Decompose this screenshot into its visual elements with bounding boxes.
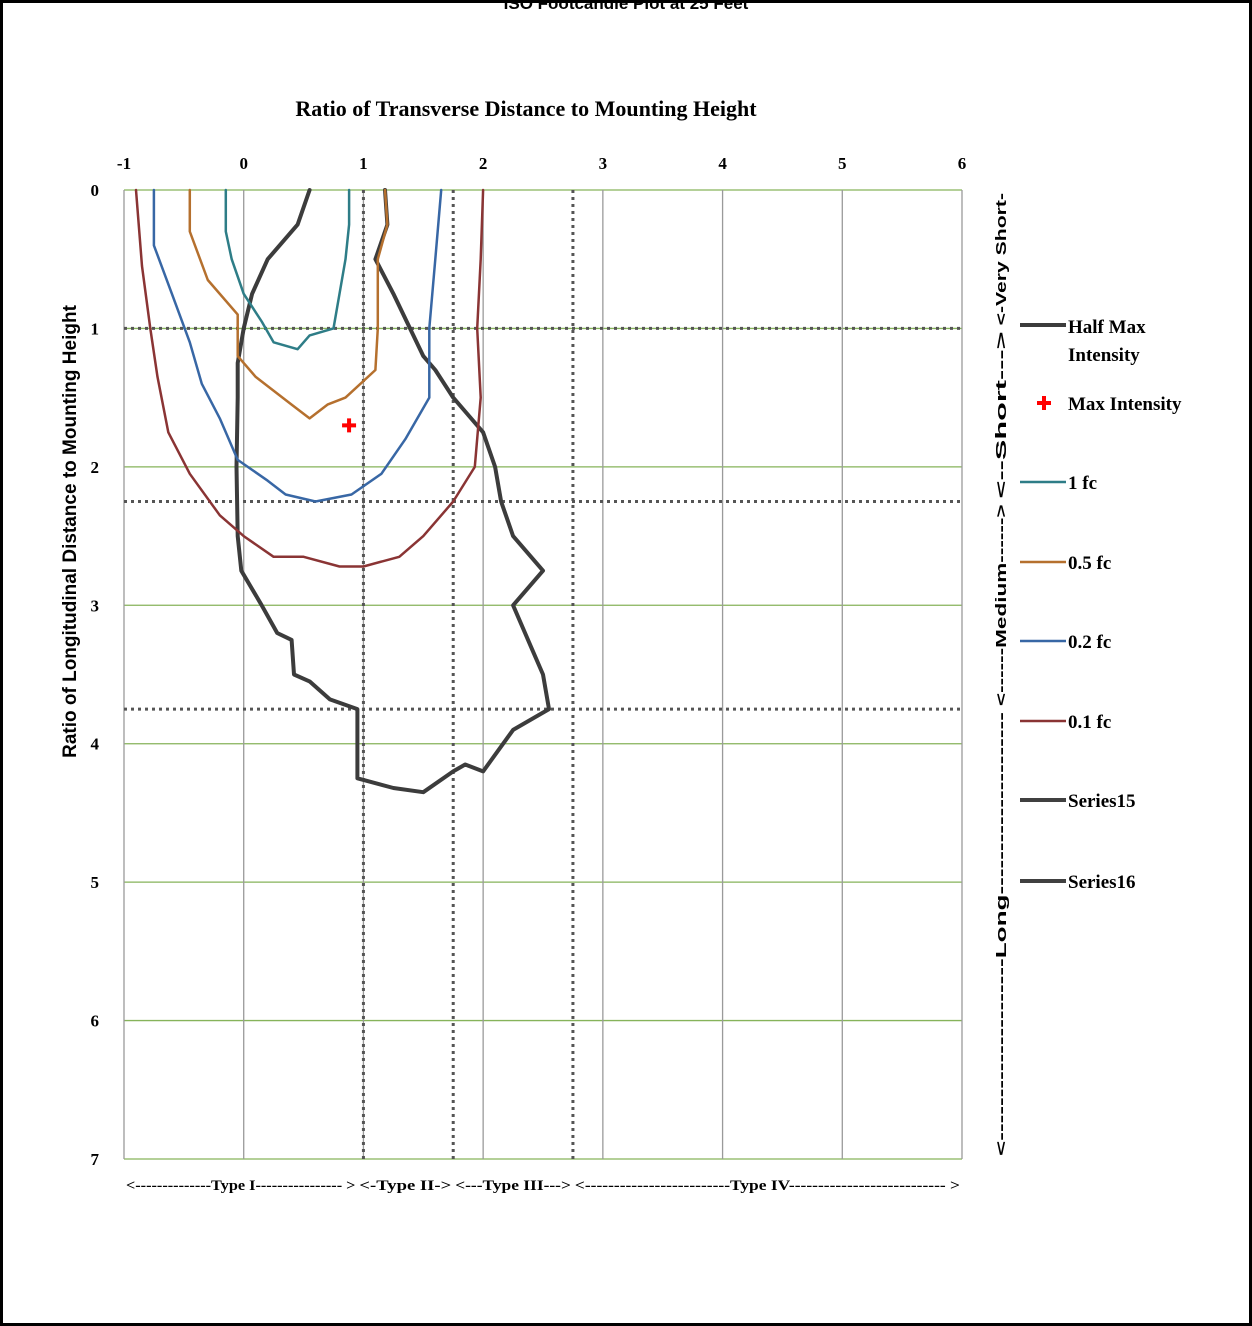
y-tick-label: 5 <box>91 873 100 892</box>
range-label: <------Medium------> <box>993 504 1010 706</box>
y-tick-label: 2 <box>91 458 100 477</box>
window-title: ISO Footcandle Plot at 25 Feet <box>504 0 749 13</box>
legend-label: Series15 <box>1068 791 1136 812</box>
series-line-fc01 <box>134 188 485 568</box>
y-tick-label: 4 <box>91 735 100 754</box>
y-tick-label: 0 <box>91 181 100 200</box>
type-label: <-Type II-> <box>359 1178 451 1194</box>
series-line-fc1 <box>224 188 351 351</box>
x-tick-label: -1 <box>117 154 131 173</box>
series-line-fc02 <box>152 188 443 503</box>
y-tick-label: 7 <box>91 1150 100 1169</box>
series-line-fc05 <box>188 188 389 420</box>
range-label: <---------------------Long--------------… <box>993 712 1010 1156</box>
series-line-half-max <box>234 188 551 795</box>
legend-label: Max Intensity <box>1068 394 1182 415</box>
type-label: <---Type III---> <box>455 1178 571 1194</box>
legend-label: Half Max Intensity <box>1068 317 1146 366</box>
x-tick-label: 4 <box>718 154 727 173</box>
x-tick-label: 1 <box>359 154 368 173</box>
y-tick-label: 6 <box>91 1012 100 1031</box>
legend-marker-max <box>1037 396 1051 410</box>
x-tick-label: 2 <box>479 154 488 173</box>
x-tick-label: 5 <box>838 154 847 173</box>
legend-label: 0.2 fc <box>1068 632 1111 653</box>
legend-label: Series16 <box>1068 872 1136 893</box>
range-label: <-Very Short- <box>993 193 1010 325</box>
y-tick-label: 1 <box>91 319 100 338</box>
x-tick-label: 3 <box>599 154 608 173</box>
x-tick-label: 0 <box>239 154 248 173</box>
legend-label: 0.1 fc <box>1068 712 1111 733</box>
y-tick-label: 3 <box>91 596 100 615</box>
max-intensity-marker <box>342 418 357 433</box>
chart-title: Ratio of Transverse Distance to Mounting… <box>295 96 757 121</box>
type-label: <-------------------------Type IV-------… <box>575 1178 960 1194</box>
type-label: <--------------Type I---------------- > <box>126 1178 355 1194</box>
range-label: <--Short---> <box>993 331 1010 498</box>
x-tick-label: 6 <box>958 154 967 173</box>
y-axis-label: Ratio of Longitudinal Distance to Mounti… <box>60 304 81 757</box>
legend-label: 0.5 fc <box>1068 553 1111 574</box>
legend-label: 1 fc <box>1068 473 1097 494</box>
